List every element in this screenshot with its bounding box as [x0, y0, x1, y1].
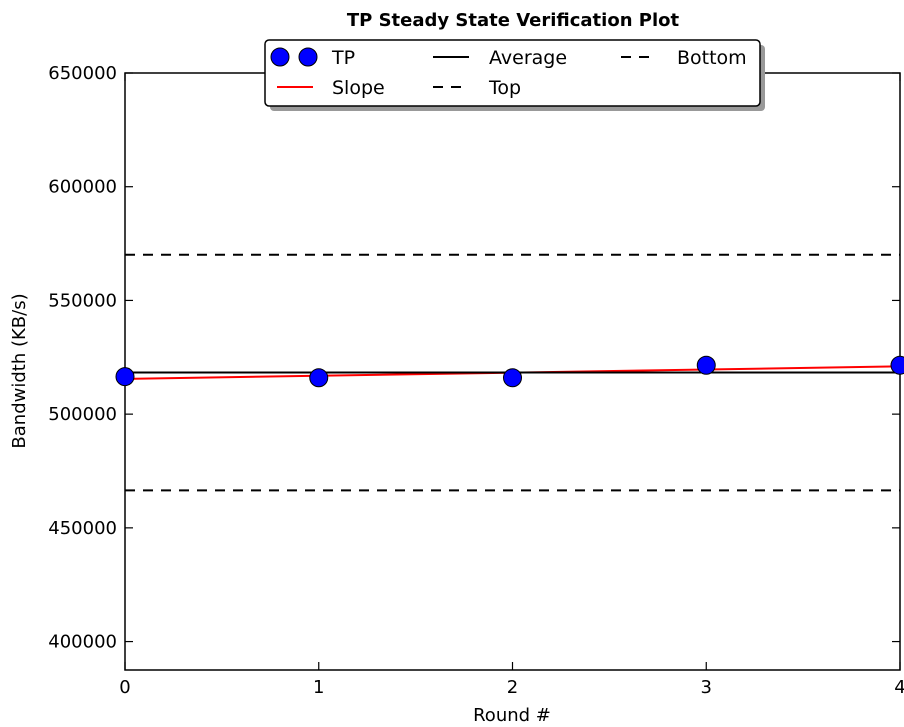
y-tick-label: 600000 [48, 177, 117, 198]
y-tick-label: 500000 [48, 404, 117, 425]
y-tick-label: 650000 [48, 63, 117, 84]
legend-label: Slope [332, 77, 385, 99]
chart-title: TP Steady State Verification Plot [347, 10, 680, 31]
legend-item-bottom: Bottom [621, 47, 747, 69]
tp-point [115, 367, 135, 387]
legend-label: Average [489, 47, 567, 69]
legend-marker [298, 47, 318, 67]
tp-point [696, 355, 716, 375]
x-tick-label: 1 [313, 677, 324, 698]
legend-marker [270, 47, 290, 67]
legend-item-top: Top [433, 77, 521, 99]
x-axis-label: Round # [473, 705, 551, 726]
x-tick-label: 3 [701, 677, 712, 698]
axes: 0 1 2 3 4 400000 450000 500000 550000 600000 65000… [48, 63, 904, 698]
y-axis-label: Bandwidth (KB/s) [9, 293, 30, 448]
y-tick-label: 550000 [48, 290, 117, 311]
x-tick-label: 2 [507, 677, 518, 698]
tp-point [503, 368, 522, 388]
tp-point [309, 368, 329, 388]
legend-label: Bottom [677, 47, 747, 69]
x-tick-label: 0 [119, 677, 130, 698]
legend-label: Top [488, 77, 521, 99]
x-tick-label: 4 [894, 677, 904, 698]
legend-item-average: Average [433, 47, 567, 69]
y-tick-label: 400000 [48, 632, 117, 653]
legend-box [264, 39, 761, 107]
y-tick-label: 450000 [48, 518, 117, 539]
legend: TP Average Bottom Slope Top [264, 39, 765, 111]
legend-item-slope: Slope [277, 77, 385, 99]
tp-point [890, 355, 904, 375]
legend-item-tp: TP [270, 47, 355, 69]
legend-label: TP [331, 47, 355, 69]
